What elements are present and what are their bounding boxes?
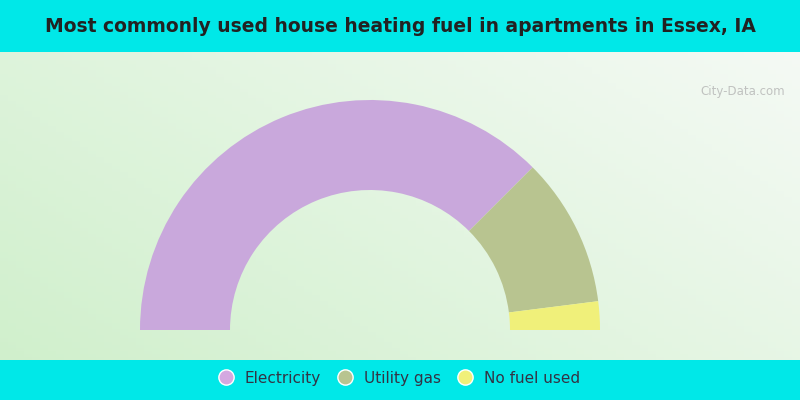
- Legend: Electricity, Utility gas, No fuel used: Electricity, Utility gas, No fuel used: [214, 364, 586, 392]
- Wedge shape: [509, 301, 600, 330]
- Text: Most commonly used house heating fuel in apartments in Essex, IA: Most commonly used house heating fuel in…: [45, 16, 755, 36]
- Wedge shape: [140, 100, 533, 330]
- Text: City-Data.com: City-Data.com: [700, 85, 785, 98]
- Wedge shape: [469, 167, 598, 312]
